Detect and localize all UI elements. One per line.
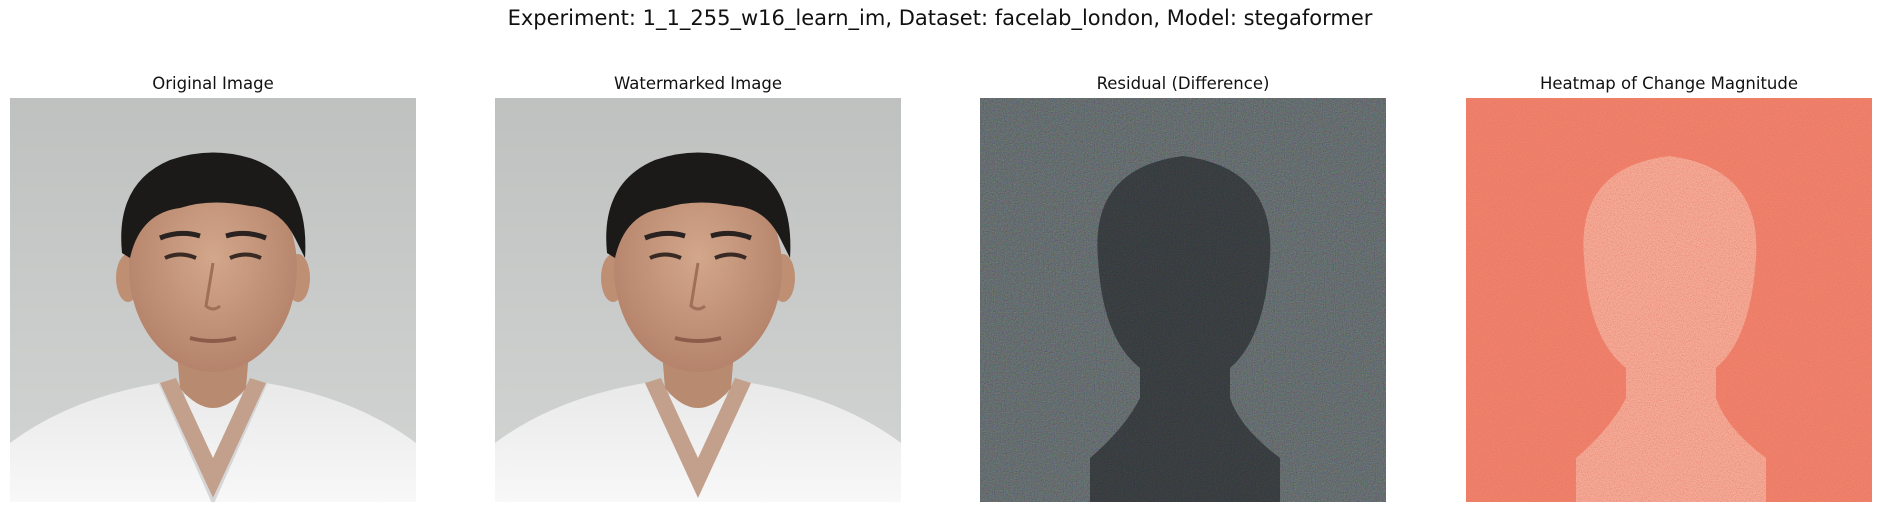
panel-heatmap: Heatmap of Change Magnitude [1466, 70, 1872, 502]
panel-residual: Residual (Difference) [980, 70, 1386, 502]
figure-title: Experiment: 1_1_255_w16_learn_im, Datase… [507, 6, 1373, 30]
panel-title-heatmap: Heatmap of Change Magnitude [1539, 74, 1799, 93]
watermarked-image [495, 98, 901, 502]
original-image [10, 98, 416, 502]
residual-image [980, 98, 1386, 502]
panel-title-original: Original Image [152, 74, 274, 93]
panel-watermarked: Watermarked Image [495, 70, 901, 502]
panel-title-residual: Residual (Difference) [1096, 74, 1270, 93]
heatmap-image [1466, 98, 1872, 502]
panel-title-watermarked: Watermarked Image [614, 74, 782, 93]
panel-original: Original Image [10, 70, 416, 502]
